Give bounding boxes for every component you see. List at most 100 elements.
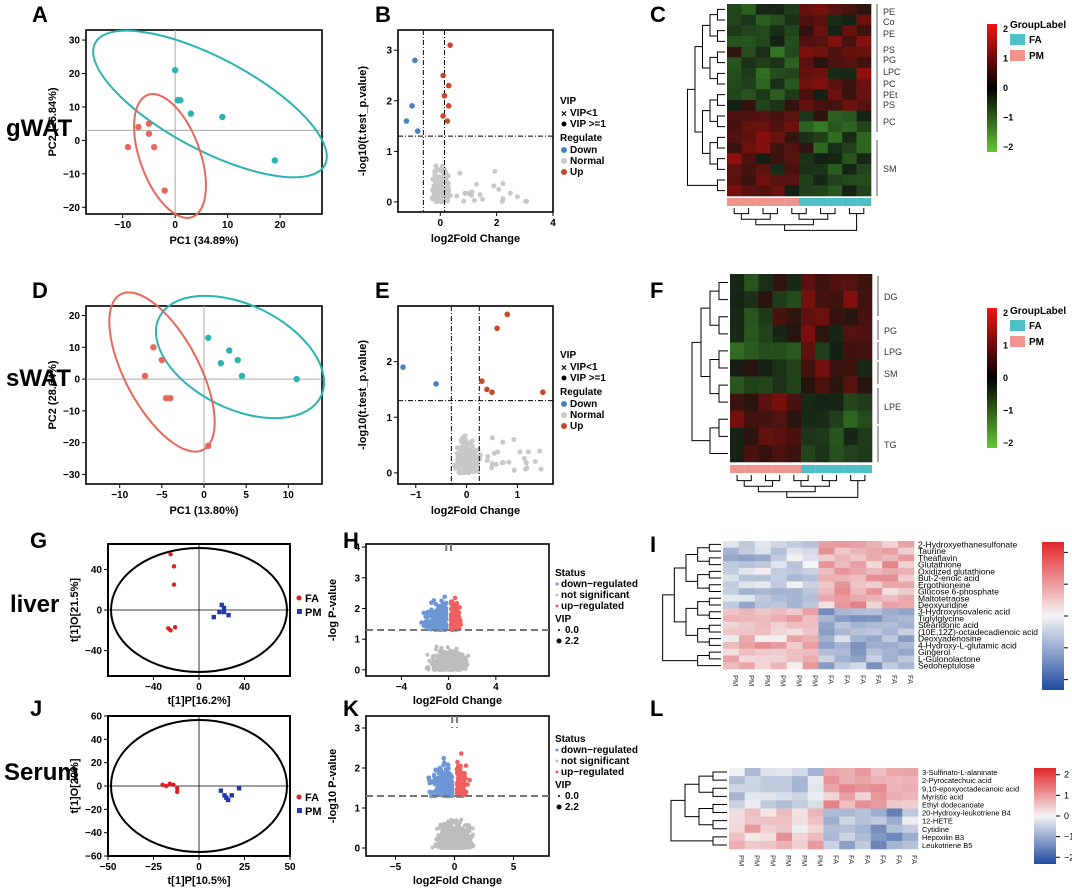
y-tick-label: 1 (386, 413, 392, 424)
heatmap-cell (898, 608, 915, 616)
y-tick-label: 2 (354, 604, 360, 615)
heatmap-cell (792, 784, 809, 793)
panel-letter-c: C (650, 2, 666, 27)
legend-up-icon (561, 423, 567, 429)
heatmap-cell (723, 594, 740, 602)
dendrogram-branch (708, 638, 721, 646)
heatmap-cell (744, 776, 761, 785)
y-tick-label: 0 (74, 136, 80, 147)
point-up (456, 764, 462, 769)
heatmap-cell (786, 376, 802, 394)
point-normal (523, 460, 529, 466)
heatmap-cell (842, 185, 857, 197)
legend-vip-large-icon (556, 804, 562, 810)
heatmap-cell (829, 291, 844, 309)
heatmap-cell (842, 142, 857, 154)
x-tick-label: −25 (145, 862, 162, 873)
heatmap-cell (856, 185, 872, 197)
point-normal (477, 192, 483, 198)
heatmap-cell (772, 342, 788, 360)
heatmap-cell (839, 784, 856, 793)
heatmap-cell (827, 89, 843, 101)
heatmap-cell (834, 601, 851, 609)
heatmap-cell (834, 655, 851, 663)
legend-vip-0: 0.0 (565, 625, 579, 636)
heatmap-cell (850, 642, 867, 650)
y-axis-label: t[1]O[21.5%] (69, 578, 81, 643)
panel-letter-h: H (343, 528, 359, 553)
heatmap-cell (738, 642, 756, 650)
point-not-significant (446, 837, 451, 842)
legend-vip-ge1: VIP >=1 (570, 119, 606, 130)
heatmap-cell (802, 648, 819, 656)
heatmap-cell (784, 121, 800, 133)
heatmap-cell (776, 840, 793, 850)
y-tick-label: 20 (69, 311, 81, 322)
heatmap-cell (792, 792, 809, 801)
group-legend-pm-swatch (1010, 50, 1025, 61)
heatmap-cell (770, 142, 785, 154)
heatmap-cell (829, 308, 844, 326)
legend-ns-icon (555, 759, 559, 763)
heatmap-cell (738, 608, 756, 616)
dendrogram-branch (718, 316, 728, 335)
heatmap-column-label: FA (863, 855, 872, 864)
x-tick-label: 0 (196, 862, 202, 873)
pca-plot-swat: −10 −5 0 5 10 −30 −20 −10 0 10 20 PC1 (13.80%) PC2 (… (47, 291, 326, 517)
heatmap-cell (815, 291, 830, 309)
heatmap-cell (776, 816, 793, 825)
heatmap-cell (842, 121, 857, 133)
point-not-significant (426, 664, 431, 669)
heatmap-cell (755, 4, 771, 15)
point-down (442, 594, 448, 600)
dendrogram-branch (718, 282, 728, 301)
heatmap-cell (815, 376, 830, 394)
heatmap-cell (758, 308, 773, 326)
heatmap-cell (882, 567, 899, 575)
heatmap-cell (770, 567, 787, 575)
heatmap-row-label: Hepoxilin B3 (922, 833, 964, 842)
point-fa (205, 334, 212, 341)
heatmap-cell (856, 36, 872, 47)
colorbar-tick-label: 0 (1003, 83, 1008, 93)
panel-letter-i: I (650, 532, 656, 557)
x-tick-label: 0 (196, 682, 202, 693)
heatmap-column-label: FA (847, 855, 856, 864)
point-normal (506, 459, 512, 465)
heatmap-cell (755, 185, 771, 197)
dendrogram-branch (709, 358, 719, 395)
heatmap-cell (856, 164, 872, 175)
heatmap-cell (723, 621, 740, 629)
heatmap-cell (738, 567, 756, 575)
dendrogram-branch (685, 607, 698, 636)
legend-fa-label: FA (305, 792, 319, 804)
heatmap-cell (729, 792, 746, 801)
heatmap-cell (870, 768, 887, 777)
row-group-label: SM (883, 164, 897, 174)
y-tick-label: 1 (354, 635, 360, 646)
heatmap-cell (902, 768, 919, 777)
heatmap-cell (813, 36, 829, 47)
point-down (428, 779, 434, 785)
heatmap-cell (898, 621, 915, 629)
heatmap-cell (770, 153, 785, 165)
x-tick-label: 10 (283, 490, 295, 501)
heatmap-cell (886, 776, 903, 785)
heatmap-cell (815, 444, 830, 463)
x-tick-label: −4 (396, 682, 408, 693)
point-up (489, 389, 495, 396)
heatmap-cell (827, 132, 843, 143)
y-axis-label: -log P-value (327, 579, 339, 641)
point-not-significant (461, 836, 466, 841)
heatmap-cell (770, 110, 785, 122)
heatmap-cell (898, 628, 915, 636)
heatmap-cell (818, 547, 835, 555)
x-tick-label: 0 (446, 682, 452, 693)
heatmap-cell (744, 376, 759, 394)
heatmap-cell (776, 784, 793, 793)
heatmap-cell (898, 541, 915, 549)
heatmap-cell (754, 574, 772, 582)
point-down (444, 767, 450, 773)
group-bar-cell (857, 465, 872, 473)
heatmap-cell (850, 541, 867, 549)
